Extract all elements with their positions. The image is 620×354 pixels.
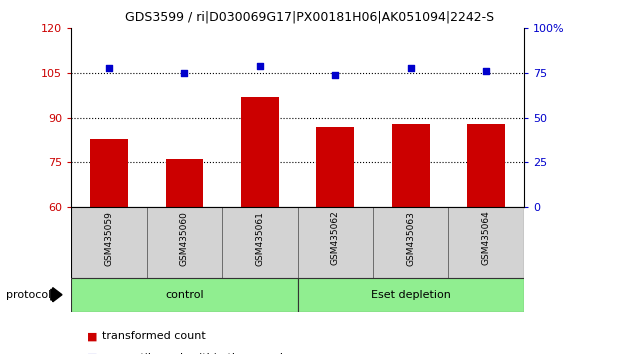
- Text: GSM435059: GSM435059: [105, 211, 113, 266]
- Text: percentile rank within the sample: percentile rank within the sample: [102, 353, 290, 354]
- Bar: [90, 138, 128, 207]
- Text: GSM435061: GSM435061: [255, 211, 264, 266]
- Text: GSM435062: GSM435062: [331, 211, 340, 266]
- Text: GSM435063: GSM435063: [406, 211, 415, 266]
- Bar: [298, 278, 524, 312]
- Bar: [241, 97, 279, 207]
- Bar: [222, 207, 298, 278]
- Bar: [147, 207, 222, 278]
- Point: [104, 65, 114, 70]
- Bar: [467, 124, 505, 207]
- Bar: [373, 207, 448, 278]
- Bar: [392, 124, 430, 207]
- Text: Eset depletion: Eset depletion: [371, 290, 451, 300]
- Point: [180, 70, 190, 76]
- Text: ■: ■: [87, 353, 97, 354]
- Text: ■: ■: [87, 331, 97, 341]
- Text: GDS3599 / ri|D030069G17|PX00181H06|AK051094|2242-S: GDS3599 / ri|D030069G17|PX00181H06|AK051…: [125, 11, 495, 24]
- Text: protocol: protocol: [6, 290, 51, 300]
- Bar: [298, 207, 373, 278]
- Point: [330, 72, 340, 78]
- Bar: [316, 127, 354, 207]
- Text: control: control: [165, 290, 204, 300]
- Point: [255, 63, 265, 69]
- Bar: [448, 207, 524, 278]
- Text: transformed count: transformed count: [102, 331, 206, 341]
- Text: GSM435064: GSM435064: [482, 211, 490, 266]
- Bar: [71, 207, 147, 278]
- Bar: [166, 159, 203, 207]
- Point: [405, 65, 415, 70]
- Point: [481, 68, 491, 74]
- Bar: [71, 278, 298, 312]
- Text: GSM435060: GSM435060: [180, 211, 189, 266]
